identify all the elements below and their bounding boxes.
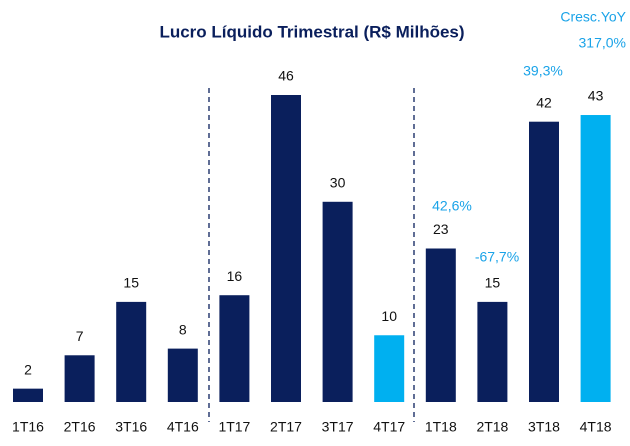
bar: [529, 121, 559, 403]
value-label: 15: [123, 275, 139, 291]
x-tick-label: 4T18: [580, 419, 612, 435]
value-label: 23: [433, 221, 449, 237]
bar: [271, 95, 301, 402]
bar: [219, 295, 250, 402]
x-tick-label: 4T17: [373, 419, 405, 435]
x-tick-label: 2T16: [64, 419, 96, 435]
annotation: 39,3%: [523, 63, 563, 79]
annotation: -67,7%: [475, 249, 519, 265]
value-label: 10: [381, 308, 397, 324]
x-tick-label: 1T17: [218, 419, 250, 435]
x-tick-label: 1T18: [425, 419, 457, 435]
x-tick-label: 3T17: [322, 419, 354, 435]
chart-title: Lucro Líquido Trimestral (R$ Milhões): [159, 22, 464, 41]
bar: [322, 201, 353, 402]
value-label: 2: [24, 361, 32, 377]
bar: [477, 301, 508, 402]
value-label: 43: [588, 88, 604, 104]
x-tick-label: 4T16: [167, 419, 199, 435]
x-tick-label: 3T16: [115, 419, 147, 435]
value-label: 30: [330, 174, 346, 190]
x-tick-label: 1T16: [12, 419, 44, 435]
annotation: 317,0%: [579, 35, 626, 51]
annotation: Cresc.YoY: [560, 9, 626, 25]
bar: [116, 301, 147, 402]
value-label: 46: [278, 68, 294, 84]
value-label: 8: [179, 321, 187, 337]
value-label: 7: [76, 328, 84, 344]
value-label: 42: [536, 94, 552, 110]
bar: [13, 388, 43, 402]
bar: [425, 248, 456, 402]
x-tick-label: 2T17: [270, 419, 302, 435]
value-label: 16: [227, 268, 243, 284]
x-tick-label: 3T18: [528, 419, 560, 435]
bar: [374, 335, 405, 402]
bar: [167, 348, 198, 402]
bar: [580, 115, 611, 403]
bar: [64, 355, 95, 402]
x-tick-label: 2T18: [476, 419, 508, 435]
value-label: 15: [485, 275, 501, 291]
annotation: 42,6%: [432, 198, 472, 214]
